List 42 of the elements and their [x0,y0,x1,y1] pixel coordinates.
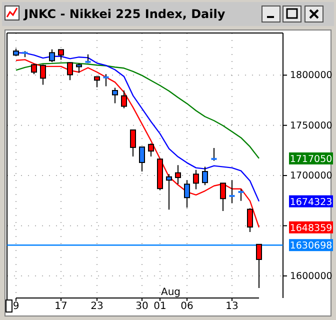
candlestick [211,148,217,162]
candlestick [193,169,199,190]
candlestick [220,182,226,212]
candlestick [238,188,244,202]
line-series [15,62,260,160]
candlestick [130,129,136,157]
candlestick [184,180,190,208]
x-tick-label: 17 [54,301,68,312]
candlestick [40,64,46,86]
x-tick-label: 23 [90,301,104,312]
line-series [15,59,260,228]
candlestick [49,48,55,63]
candlestick [139,146,145,172]
text: 1717050 [290,154,332,165]
candlestick [148,142,154,157]
candlestick [112,87,118,104]
y-tick-label: 1800000 [290,70,332,82]
text: 1648359 [290,222,332,234]
x-tick-label: 06 [180,301,194,312]
candlestick [256,244,262,288]
candlestick [166,174,172,210]
y-tick-label: 1750000 [290,120,332,132]
candlestick [58,49,64,60]
candlestick [67,62,73,81]
text: 1674323 [290,196,332,208]
candlestick [202,166,208,186]
x-tick-label: 13 [226,301,238,312]
candlestick [94,76,100,88]
candlestick [31,63,37,75]
ref-line-label: 1630698 [290,240,332,252]
candlestick [229,180,235,204]
annotation: Aug [161,287,181,298]
candlestick [121,90,127,109]
candlestick [76,62,82,74]
x-tick-label: 01 [154,301,166,312]
y-tick-label: 1600000 [290,270,332,282]
chart-title: JNKC - Nikkei 225 Index, Daily [23,7,226,21]
x-tick-label: 30 [136,301,148,312]
candlestick [103,74,109,87]
y-tick-label: 1700000 [290,170,332,182]
x-tick-label: 9 [12,301,20,312]
candlestick [175,164,181,185]
